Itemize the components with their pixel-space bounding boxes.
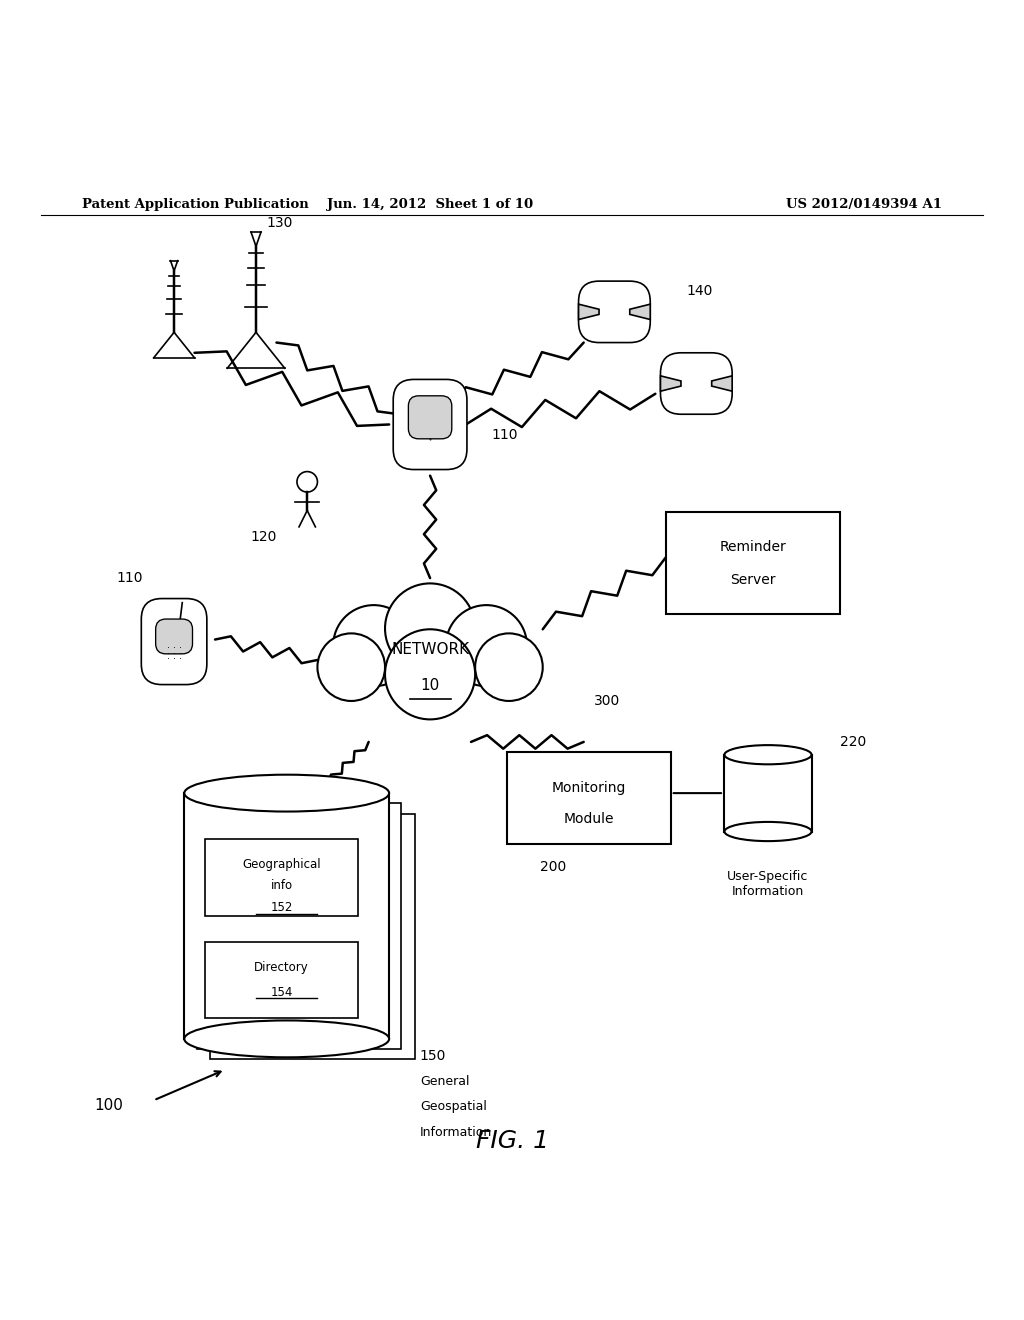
Text: NETWORK: NETWORK <box>391 643 469 657</box>
Text: Module: Module <box>563 812 614 826</box>
Text: 110: 110 <box>117 572 143 585</box>
Text: 140: 140 <box>686 284 713 298</box>
Polygon shape <box>712 376 732 391</box>
Text: Information: Information <box>732 886 804 899</box>
Circle shape <box>297 471 317 492</box>
Text: 150: 150 <box>420 1049 446 1063</box>
Text: US 2012/0149394 A1: US 2012/0149394 A1 <box>786 198 942 211</box>
FancyBboxPatch shape <box>205 840 358 916</box>
Circle shape <box>475 634 543 701</box>
FancyBboxPatch shape <box>660 352 732 414</box>
Circle shape <box>385 630 475 719</box>
Text: Jun. 14, 2012  Sheet 1 of 10: Jun. 14, 2012 Sheet 1 of 10 <box>327 198 534 211</box>
Ellipse shape <box>725 744 811 764</box>
Text: 120: 120 <box>250 531 276 544</box>
Circle shape <box>317 634 385 701</box>
FancyBboxPatch shape <box>507 752 671 845</box>
FancyBboxPatch shape <box>409 396 452 438</box>
FancyBboxPatch shape <box>205 941 358 1019</box>
Polygon shape <box>210 813 415 1060</box>
Text: Information: Information <box>420 1126 493 1139</box>
Text: info: info <box>270 879 293 892</box>
Text: 100: 100 <box>94 1098 123 1113</box>
Text: Monitoring: Monitoring <box>552 781 626 795</box>
Polygon shape <box>725 755 811 832</box>
FancyBboxPatch shape <box>666 512 840 614</box>
Text: User-Specific: User-Specific <box>727 870 809 883</box>
Polygon shape <box>630 304 650 319</box>
FancyBboxPatch shape <box>141 598 207 685</box>
Text: 154: 154 <box>270 986 293 999</box>
Text: 130: 130 <box>266 216 293 230</box>
Text: Patent Application Publication: Patent Application Publication <box>82 198 308 211</box>
Circle shape <box>385 583 475 673</box>
Text: 220: 220 <box>840 735 866 748</box>
Ellipse shape <box>725 822 811 841</box>
Circle shape <box>445 605 527 686</box>
Polygon shape <box>660 376 681 391</box>
Polygon shape <box>184 793 389 1039</box>
Polygon shape <box>579 304 599 319</box>
Ellipse shape <box>184 775 389 812</box>
Text: 200: 200 <box>540 859 566 874</box>
FancyBboxPatch shape <box>579 281 650 343</box>
Text: 152: 152 <box>270 902 293 915</box>
Polygon shape <box>197 804 401 1049</box>
FancyBboxPatch shape <box>393 379 467 470</box>
Text: Server: Server <box>730 573 775 587</box>
Circle shape <box>333 605 415 686</box>
Text: General: General <box>420 1074 469 1088</box>
Text: Geographical: Geographical <box>243 858 321 871</box>
FancyBboxPatch shape <box>341 631 519 688</box>
Text: 300: 300 <box>594 694 621 708</box>
FancyBboxPatch shape <box>156 619 193 653</box>
Text: 110: 110 <box>492 428 518 442</box>
Text: FIG. 1: FIG. 1 <box>475 1130 549 1154</box>
Text: 10: 10 <box>421 678 439 693</box>
Text: Geospatial: Geospatial <box>420 1101 486 1113</box>
Text: Directory: Directory <box>254 961 309 974</box>
Text: Reminder: Reminder <box>719 540 786 554</box>
Ellipse shape <box>184 1020 389 1057</box>
